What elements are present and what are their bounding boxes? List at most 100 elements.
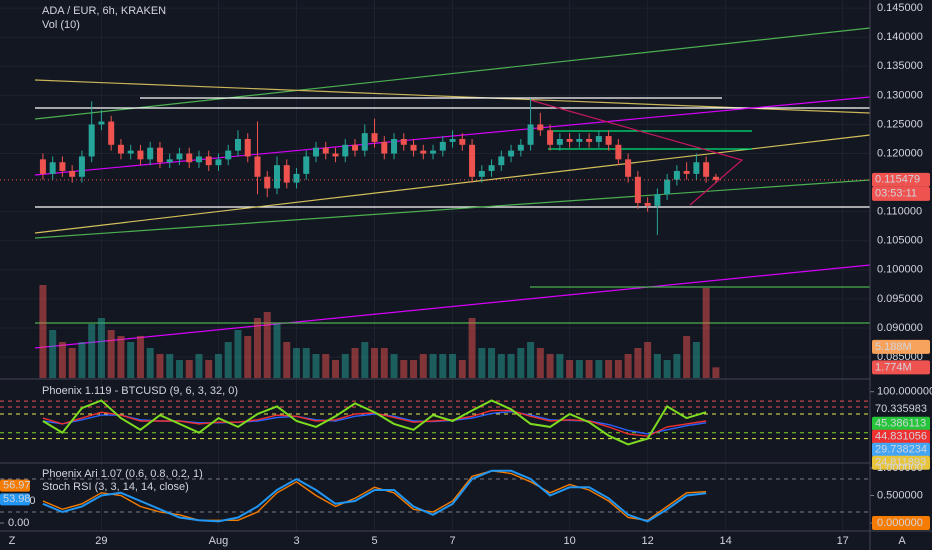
candle-body (605, 136, 612, 145)
volume-bar (107, 330, 115, 378)
volume-bar (644, 342, 652, 378)
price-tag (872, 186, 930, 201)
candle-body (439, 141, 446, 151)
volume-bar (458, 360, 466, 378)
volume-bar (683, 336, 691, 378)
y-tick-label: 0.130000 (877, 89, 923, 101)
candle-body (673, 170, 680, 180)
volume-bar (58, 342, 66, 378)
volume-bar (410, 360, 418, 378)
volume-bar (263, 312, 271, 378)
candle-body (547, 130, 554, 145)
volume-bar (49, 330, 57, 378)
timezone-icon[interactable]: Z (9, 535, 16, 547)
value-tag-label: 53.98 (3, 493, 31, 505)
volume-bar (702, 288, 710, 378)
volume-bar (175, 360, 183, 378)
candle-body (517, 144, 524, 151)
volume-bar (380, 348, 388, 378)
trend-line (34, 264, 871, 349)
candle-body (225, 150, 232, 160)
volume-bar (712, 367, 720, 378)
candle-body (498, 156, 505, 166)
volume-tag (872, 360, 930, 375)
candle-body (234, 138, 241, 151)
volume-bar (244, 336, 252, 378)
candle-body (293, 173, 300, 183)
y-tick-label: 0.125000 (877, 118, 923, 130)
volume-bar (224, 342, 232, 378)
volume-bar (439, 354, 447, 378)
candle-body (137, 150, 144, 160)
volume-bar (488, 348, 496, 378)
candle-body (644, 202, 651, 206)
volume-bar (322, 354, 330, 378)
volume-bar (97, 318, 105, 378)
candle-body (49, 162, 56, 174)
candle-body (371, 133, 378, 142)
volume-bar (624, 354, 632, 378)
volume-bar (595, 360, 603, 378)
y-tick-label: 0.095000 (877, 293, 923, 305)
volume-bar (429, 354, 437, 378)
y-tick-label: 0.140000 (877, 31, 923, 43)
drawings (34, 27, 871, 349)
candle-body (59, 162, 66, 171)
volume-bar (653, 354, 661, 378)
candle-body (625, 159, 632, 177)
volume-bar (166, 354, 174, 378)
candle-body (527, 124, 534, 145)
volume-bar (575, 360, 583, 378)
indicator-tag-label: 45.386113 (875, 418, 926, 430)
volume-bar (585, 360, 593, 378)
candle-body (449, 138, 456, 142)
volume-bar (449, 354, 457, 378)
x-tick-label: 17 (837, 535, 849, 547)
volume-bar (692, 342, 700, 378)
candle-body (693, 162, 700, 174)
y2-tick-label: 0.500000 (877, 489, 923, 501)
volume-bar (419, 354, 427, 378)
x-tick-label: 3 (293, 535, 299, 547)
candle-body (117, 144, 124, 154)
indicator-label: Stoch RSI (3, 3, 14, 14, close) (42, 481, 189, 493)
volume-bar (361, 342, 369, 378)
candle-body (712, 176, 719, 180)
y-tick-label: 0.120000 (877, 147, 923, 159)
candle-body (654, 194, 661, 206)
volume-bar (663, 360, 671, 378)
candle-body (273, 165, 280, 189)
volume-tag-label: 5.188M (875, 341, 912, 353)
candle-body (361, 133, 368, 151)
x-tick-label: 12 (641, 535, 653, 547)
y-tick-label: 0.100000 (877, 264, 923, 276)
candle-body (537, 124, 544, 131)
x-tick-label: 7 (449, 535, 455, 547)
indicator-label: Phoenix Ari 1.07 (0.6, 0.8, 0.2, 1) (42, 468, 203, 480)
volume-bar (146, 348, 154, 378)
candle-body (634, 176, 641, 203)
candle-body (615, 144, 622, 160)
candle-body (478, 170, 485, 177)
volume-bar (517, 348, 525, 378)
auto-scale-button[interactable]: A (898, 535, 906, 547)
price-tag (872, 172, 930, 187)
volume-bar (127, 342, 135, 378)
volume-bar (195, 354, 203, 378)
trend-line (34, 27, 871, 120)
candle-body (459, 138, 466, 145)
volume-bar (234, 330, 242, 378)
candle-body (595, 136, 602, 142)
indicator-tag (872, 416, 930, 431)
candle-body (313, 147, 320, 157)
volume-bar (117, 336, 125, 378)
candle-body (78, 156, 85, 177)
indicator-tag (872, 442, 930, 457)
candle-body (108, 121, 115, 145)
candle-body (664, 179, 671, 195)
candle-body (264, 176, 271, 189)
candle-body (39, 159, 46, 174)
volume-bar (293, 348, 301, 378)
